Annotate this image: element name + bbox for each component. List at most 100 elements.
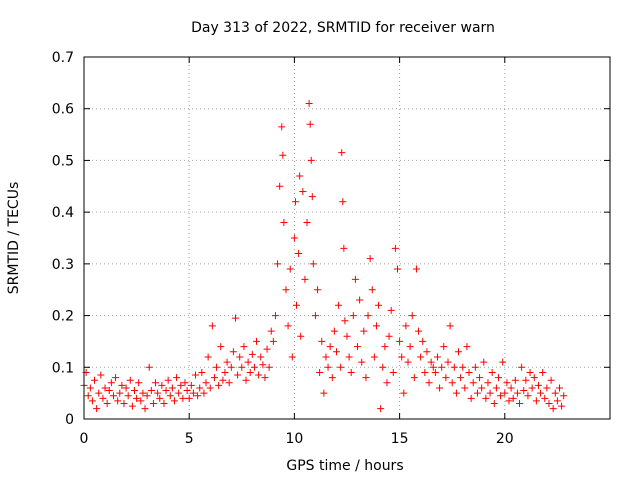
data-point [370, 353, 378, 361]
data-point [343, 332, 351, 340]
data-point [400, 389, 408, 397]
data-point [154, 389, 162, 397]
data-point [91, 376, 99, 384]
data-point [242, 376, 250, 384]
data-point [419, 337, 427, 345]
data-point [183, 387, 191, 395]
data-point [393, 265, 401, 273]
y-tick-label: 0.2 [52, 309, 74, 325]
y-tick-label: 0 [65, 412, 74, 428]
data-point [246, 368, 254, 376]
data-point [543, 384, 551, 392]
data-point [532, 397, 540, 405]
data-point [457, 374, 465, 382]
data-point [105, 387, 113, 395]
data-point [189, 389, 197, 397]
data-point [492, 384, 500, 392]
data-point [250, 363, 258, 371]
data-point [291, 198, 299, 206]
data-point [501, 389, 509, 397]
data-point [114, 397, 122, 405]
data-point [421, 368, 429, 376]
data-point [213, 363, 221, 371]
data-point [269, 337, 277, 345]
data-point [280, 218, 288, 226]
data-point [450, 363, 458, 371]
data-point [223, 358, 231, 366]
data-point [471, 363, 479, 371]
data-point [215, 381, 223, 389]
data-point [459, 363, 467, 371]
data-point [208, 322, 216, 330]
data-point [482, 394, 490, 402]
data-point [372, 322, 380, 330]
data-point [427, 358, 435, 366]
x-tick-labels: 0 5 10 15 20 [80, 431, 514, 447]
data-point [263, 345, 271, 353]
data-point [465, 368, 473, 376]
data-point [461, 384, 469, 392]
data-point [135, 379, 143, 387]
data-point [558, 402, 566, 410]
data-point [308, 193, 316, 201]
x-tick-label: 20 [496, 431, 514, 447]
data-point [412, 265, 420, 273]
data-point [389, 368, 397, 376]
data-point [116, 389, 124, 397]
data-point [120, 399, 128, 407]
data-point [488, 368, 496, 376]
data-point [396, 337, 404, 345]
data-point [145, 363, 153, 371]
data-point [528, 384, 536, 392]
data-point [499, 358, 507, 366]
data-point [556, 384, 564, 392]
data-point [484, 379, 492, 387]
data-point [476, 374, 484, 382]
data-point [206, 384, 214, 392]
data-point [417, 353, 425, 361]
data-point [95, 389, 103, 397]
data-point [137, 397, 145, 405]
data-point [351, 275, 359, 283]
data-point [126, 376, 134, 384]
data-point [311, 312, 319, 320]
data-point [408, 312, 416, 320]
data-point [387, 306, 395, 314]
data-point [423, 348, 431, 356]
data-point [141, 405, 149, 413]
y-tick-label: 0.6 [52, 102, 74, 118]
data-point [177, 381, 185, 389]
data-point [425, 379, 433, 387]
data-point [442, 374, 450, 382]
data-point [253, 337, 261, 345]
data-point [162, 387, 170, 395]
data-point [255, 371, 263, 379]
data-points [80, 100, 568, 413]
data-point [438, 363, 446, 371]
x-tick-label: 5 [185, 431, 194, 447]
data-point [318, 337, 326, 345]
data-point [236, 353, 244, 361]
data-point [383, 379, 391, 387]
data-point [381, 343, 389, 351]
y-tick-label: 0.1 [52, 360, 74, 376]
data-point [103, 399, 111, 407]
data-point [362, 374, 370, 382]
data-point [219, 376, 227, 384]
y-axis-label: SRMTID / TECUs [6, 182, 22, 295]
grid [84, 57, 610, 419]
data-point [320, 389, 328, 397]
data-point [537, 389, 545, 397]
data-point [316, 368, 324, 376]
data-point [338, 149, 346, 157]
data-point [553, 397, 561, 405]
data-point [467, 394, 475, 402]
data-point [446, 322, 454, 330]
data-point [288, 353, 296, 361]
data-point [107, 379, 115, 387]
data-point [309, 260, 317, 268]
data-point [290, 234, 298, 242]
data-point [406, 343, 414, 351]
data-point [347, 368, 355, 376]
x-tick-label: 10 [285, 431, 303, 447]
